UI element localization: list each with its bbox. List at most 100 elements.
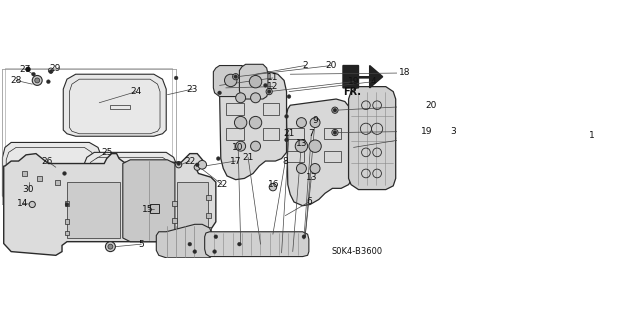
Polygon shape [213, 65, 250, 97]
Polygon shape [63, 74, 166, 136]
Bar [226, 128, 244, 140]
Text: 25: 25 [101, 148, 113, 157]
Circle shape [333, 108, 337, 112]
Text: 13: 13 [296, 139, 307, 148]
Bar [287, 151, 304, 162]
Polygon shape [123, 160, 175, 242]
Circle shape [266, 88, 272, 95]
Text: 28: 28 [10, 76, 22, 85]
Circle shape [216, 157, 220, 160]
Text: 3: 3 [450, 127, 456, 136]
Circle shape [237, 242, 241, 246]
Circle shape [332, 107, 338, 113]
Circle shape [268, 90, 271, 93]
Circle shape [225, 74, 237, 87]
Text: 22: 22 [184, 157, 195, 166]
Circle shape [108, 244, 113, 249]
Text: 14: 14 [17, 199, 28, 208]
Circle shape [65, 203, 69, 206]
Text: 10: 10 [232, 143, 244, 152]
Circle shape [198, 160, 207, 169]
Circle shape [310, 118, 320, 128]
Circle shape [310, 164, 320, 174]
Circle shape [177, 162, 180, 165]
Text: 16: 16 [268, 180, 280, 189]
Text: 4: 4 [371, 77, 376, 86]
Bar [65, 219, 70, 224]
Text: 13: 13 [306, 173, 317, 182]
Circle shape [309, 140, 321, 152]
Text: 7: 7 [308, 129, 314, 138]
Circle shape [234, 75, 237, 78]
Circle shape [193, 250, 196, 254]
Bar [287, 128, 304, 139]
Circle shape [251, 141, 260, 151]
Polygon shape [205, 232, 309, 256]
Circle shape [218, 91, 221, 95]
Text: 20: 20 [326, 61, 337, 70]
Text: 1: 1 [589, 130, 595, 139]
Text: 21: 21 [284, 129, 294, 138]
Circle shape [214, 235, 218, 239]
Bar [54, 180, 60, 185]
Circle shape [106, 242, 115, 252]
Circle shape [333, 131, 337, 134]
Circle shape [332, 130, 338, 136]
Text: 27: 27 [19, 65, 31, 74]
Circle shape [264, 84, 268, 87]
Bar [324, 128, 341, 139]
Bar [172, 231, 177, 235]
Circle shape [269, 183, 276, 191]
Polygon shape [239, 64, 268, 99]
Text: 6: 6 [306, 197, 312, 206]
Text: 18: 18 [399, 69, 410, 78]
Text: 9: 9 [312, 115, 318, 125]
Text: 19: 19 [421, 127, 433, 136]
Bar [172, 201, 177, 206]
Text: 8: 8 [282, 157, 288, 166]
Circle shape [251, 93, 260, 103]
Polygon shape [84, 152, 176, 203]
Polygon shape [177, 182, 209, 238]
Circle shape [212, 250, 216, 254]
Circle shape [194, 164, 200, 170]
Polygon shape [4, 154, 216, 255]
Circle shape [236, 141, 246, 151]
Text: 2: 2 [302, 61, 308, 70]
Circle shape [234, 116, 247, 129]
Text: 5: 5 [138, 240, 144, 249]
Circle shape [188, 242, 191, 246]
Bar [206, 227, 211, 232]
Text: 21: 21 [243, 153, 254, 162]
Bar [206, 195, 211, 199]
Circle shape [295, 140, 308, 152]
Polygon shape [156, 224, 212, 258]
Text: 12: 12 [268, 82, 278, 91]
Circle shape [232, 74, 239, 80]
Polygon shape [287, 99, 352, 206]
Circle shape [49, 70, 52, 74]
Polygon shape [220, 72, 287, 180]
Bar [65, 231, 70, 235]
Polygon shape [3, 143, 102, 202]
Bar [206, 213, 211, 218]
Bar [37, 176, 42, 181]
Text: FR.: FR. [343, 86, 361, 97]
Circle shape [302, 235, 306, 239]
Circle shape [47, 80, 50, 84]
Circle shape [285, 138, 289, 142]
Text: S0K4-B3600: S0K4-B3600 [332, 247, 382, 256]
Circle shape [175, 162, 182, 168]
Bar [172, 218, 177, 223]
Text: 24: 24 [131, 87, 142, 96]
Text: 19: 19 [348, 77, 359, 86]
Circle shape [35, 78, 40, 83]
Bar [263, 103, 279, 115]
Text: 29: 29 [49, 63, 60, 72]
Circle shape [174, 76, 178, 80]
Circle shape [296, 164, 307, 174]
Circle shape [236, 93, 246, 103]
Circle shape [29, 201, 35, 208]
Circle shape [49, 68, 53, 73]
Circle shape [32, 76, 42, 85]
